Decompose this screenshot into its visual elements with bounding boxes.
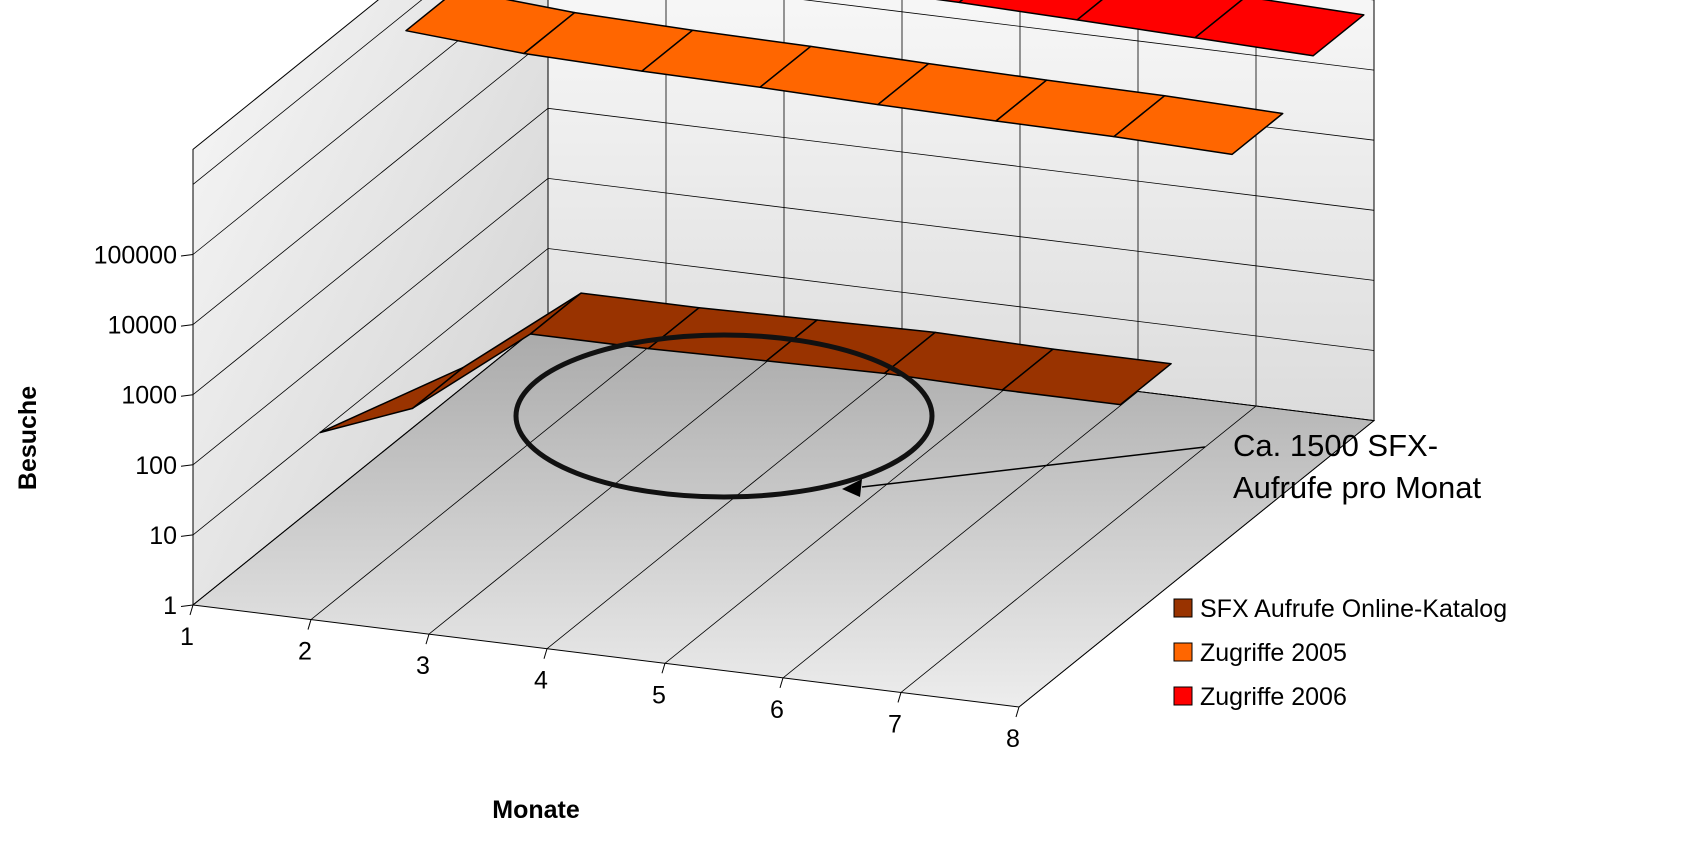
y-tick-mark	[180, 464, 194, 467]
x-tick-label: 8	[1006, 725, 1020, 753]
gridline-x	[782, 0, 1139, 679]
x-tick-mark	[661, 663, 666, 674]
x-axis-title: Monate	[492, 796, 580, 824]
series-1	[319, 292, 1172, 434]
y-axis-title: Besuche	[14, 386, 42, 490]
legend-swatch	[1173, 598, 1193, 618]
gridline-y	[192, 0, 1375, 255]
gridline-y	[192, 0, 1374, 185]
x-tick-label: 7	[888, 710, 902, 738]
legend-label: Zugriffe 2006	[1200, 683, 1347, 711]
y-axis-ticks: 1 10 100 1000 10000 100000	[94, 242, 194, 620]
chart-series	[319, 0, 1365, 434]
x-tick-mark	[189, 604, 194, 616]
series-segment	[1113, 94, 1284, 156]
x-tick-mark	[1015, 706, 1020, 718]
series-2	[405, 0, 1284, 156]
y-tick-mark	[180, 534, 194, 537]
x-axis-ticks: 1 2 3 4 5 6 7 8	[180, 604, 1020, 753]
series-segment	[1076, 0, 1244, 39]
x-tick-mark	[425, 633, 430, 645]
legend: SFX Aufrufe Online-Katalog Zugriffe 2005 Z…	[1173, 595, 1507, 711]
legend-label: SFX Aufrufe Online-Katalog	[1200, 595, 1507, 623]
y-tick-label: 10000	[107, 312, 177, 340]
callout-arrowhead	[842, 479, 862, 497]
x-tick-label: 6	[770, 696, 784, 724]
series-segment	[319, 366, 464, 434]
gridline-x	[900, 0, 1257, 693]
x-tick-mark	[307, 619, 312, 630]
y-tick-mark	[180, 324, 194, 327]
highlight-ellipse	[513, 332, 935, 500]
x-tick-mark	[779, 677, 784, 688]
y-tick-mark	[180, 254, 194, 257]
legend-swatch	[1173, 686, 1193, 706]
callout-text-line: Ca. 1500 SFX-	[1233, 428, 1438, 463]
series-3	[935, 0, 1365, 57]
callout-arrow-line	[861, 446, 1206, 488]
x-tick-mark	[543, 648, 548, 659]
x-tick-label: 4	[534, 667, 548, 695]
series-segment	[935, 0, 964, 4]
series-segment	[1001, 348, 1172, 406]
callout-text-line: Aufrufe pro Monat	[1233, 470, 1482, 505]
x-tick-label: 5	[652, 681, 666, 709]
callout-annotation: Ca. 1500 SFX- Aufrufe pro Monat	[513, 332, 1482, 505]
x-tick-label: 2	[298, 638, 312, 666]
y-tick-label: 100000	[94, 242, 177, 270]
y-tick-mark	[180, 394, 194, 397]
series-segment	[1194, 0, 1365, 57]
y-tick-label: 1	[163, 592, 177, 620]
x-tick-label: 1	[180, 623, 194, 651]
y-tick-mark	[180, 604, 194, 607]
y-tick-label: 10	[149, 522, 177, 550]
legend-swatch	[1173, 642, 1193, 662]
legend-label: Zugriffe 2005	[1200, 639, 1347, 667]
y-tick-label: 100	[135, 452, 177, 480]
x-tick-label: 3	[416, 652, 430, 680]
x-tick-mark	[897, 692, 902, 703]
y-tick-label: 1000	[121, 382, 177, 410]
gridline-x	[1018, 0, 1375, 708]
series-segment	[958, 0, 1103, 21]
